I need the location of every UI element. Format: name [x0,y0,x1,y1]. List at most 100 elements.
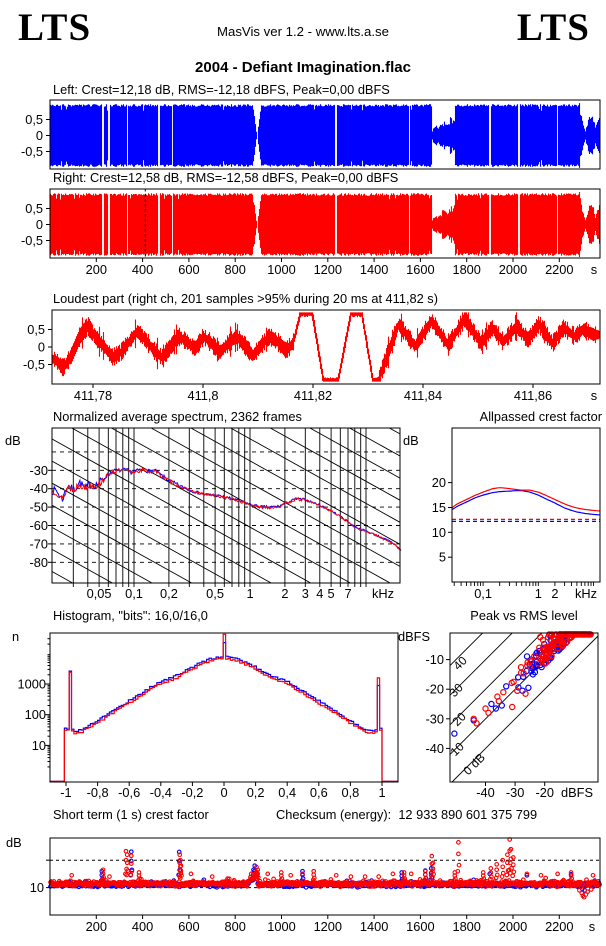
tick-label: 200 [86,262,107,277]
tick-label: 0,5 [25,112,43,127]
tick-label: 1600 [406,262,434,277]
tick-label: 200 [86,919,107,934]
tick-label: 411,86 [514,388,552,403]
short-term-ylabel: dB [6,835,22,850]
diagonal-gridline [51,460,272,584]
tick-label: 1 [246,586,253,601]
file-title: 2004 - Defiant Imagination.flac [195,59,411,76]
tick-label: 0,5 [27,322,45,337]
histogram-plot: 10 100 1000 -1 -0,8 -0,6 -0,4 -0,2 0 0,2 0,4 0,6 0,8… [18,632,399,800]
tick-label: 400 [132,262,153,277]
tick-label: 1 [535,586,542,601]
diagonal-gridline [190,427,401,545]
plot-border [49,99,601,170]
diagonal-gridline [51,438,311,584]
plot-border [49,632,399,783]
diagonal-gridline [51,482,232,584]
diagonal-label: 40 [450,653,470,673]
histogram-title: Histogram, "bits": 16,0/16,0 [53,608,208,623]
tick-label: 1000 [18,677,46,692]
waveform-trace [49,103,601,168]
tick-label: 0,6 [310,785,328,800]
checksum-text: Checksum (energy): 12 933 890 601 375 79… [276,807,538,822]
x-axis-unit: dBFS [561,785,593,800]
peak-vs-rms-title: Peak vs RMS level [470,608,578,623]
tick-label: 5 [328,586,335,601]
spectrum-ylabel: dB [5,433,21,448]
tick-label: 3 [302,586,309,601]
tick-label: 0,5 [206,586,224,601]
tick-label: 1000 [267,919,295,934]
x-axis-unit: kHz [372,586,394,601]
lts-logo-right: LTS [516,6,590,49]
tick-label: 7 [344,586,351,601]
short-term-crest-plot: 10 200 400 600 800 1000 1200 1400 1600 1800 2000 22… [30,837,602,934]
diagonal-gridline [51,527,153,584]
tick-label: 1000 [267,262,295,277]
tick-label: 2000 [499,262,527,277]
tick-label: -0,5 [21,144,43,159]
tick-label: 1800 [452,919,480,934]
tick-label: 411,82 [294,388,332,403]
red-scatter-points [470,631,594,727]
tick-label: 411,78 [74,388,112,403]
app-version-text: MasVis ver 1.2 - www.lts.a.se [217,24,389,39]
tick-label: 1800 [452,262,480,277]
spectrum-plot: -30 -40 -50 -60 -70 -80 0,05 0,1 0,2 0,5 1 2 3 4 5 7 kHz [30,427,402,601]
x-axis-unit: s [591,262,597,277]
diagonal-gridline [349,427,401,457]
tick-label: 1200 [314,262,342,277]
plot-border [49,188,601,259]
right-waveform-plot: 0,50-0,5 200 400 600 800 1000 1200 1400 1600 1800… [21,188,601,277]
spectrum-title: Normalized average spectrum, 2362 frames [53,409,302,424]
tick-label: -40 [30,481,49,496]
tick-label: 0,5 [25,201,43,216]
short-term-title: Short term (1 s) crest factor [53,807,209,822]
left-allpassed-curve [451,490,600,516]
crest-diagonal [449,632,543,726]
tick-label: 1200 [314,919,342,934]
left-waveform-plot: 0,50-0,5 [21,99,601,170]
tick-label: 5 [439,550,446,565]
diagonal-gridline [389,427,401,435]
x-axis-unit: s [589,919,595,934]
tick-label: 1600 [406,919,434,934]
tick-label: 0 [36,128,43,143]
tick-label: -0,2 [181,785,203,800]
red-crest-points [48,837,602,900]
x-axis-unit: s [591,388,597,403]
loudest-trace [51,312,601,382]
plot-border [449,632,599,783]
right-allpassed-curve [451,487,600,512]
loudest-part-plot: 0,5 0 -0,5 411,78 411,8 411,82 411,84 411,86 s [23,309,601,403]
plot-border [51,427,401,584]
diagonal-gridline [71,427,351,584]
peak-vs-rms-ylabel: dBFS [398,629,431,644]
tick-label: -30 [506,785,525,800]
tick-label: 2 [551,586,558,601]
tick-label: 600 [178,919,199,934]
diagonal-gridline [51,571,73,584]
loudest-part-title: Loudest part (right ch, 201 samples >95%… [53,291,438,306]
tick-label: 20 [432,475,446,490]
tick-label: -50 [30,500,49,515]
lts-logo-left: LTS [18,6,92,49]
tick-label: 0,2 [160,586,178,601]
tick-label: -40 [476,785,495,800]
plot-border [451,427,601,583]
tick-label: 0 [36,217,43,232]
tick-label: -0,5 [21,233,43,248]
blue-scatter-points [451,631,594,737]
tick-label: -10 [426,652,445,667]
tick-label: -0,8 [87,785,109,800]
tick-label: 2200 [545,919,573,934]
tick-label: -30 [426,711,445,726]
tick-label: 0,4 [278,785,296,800]
diagonal-label: 20 [449,709,469,729]
diagonal-gridline [150,427,401,567]
tick-label: 0 [220,785,227,800]
diagonal-gridline [309,427,401,479]
tick-label: 0,1 [474,586,492,601]
